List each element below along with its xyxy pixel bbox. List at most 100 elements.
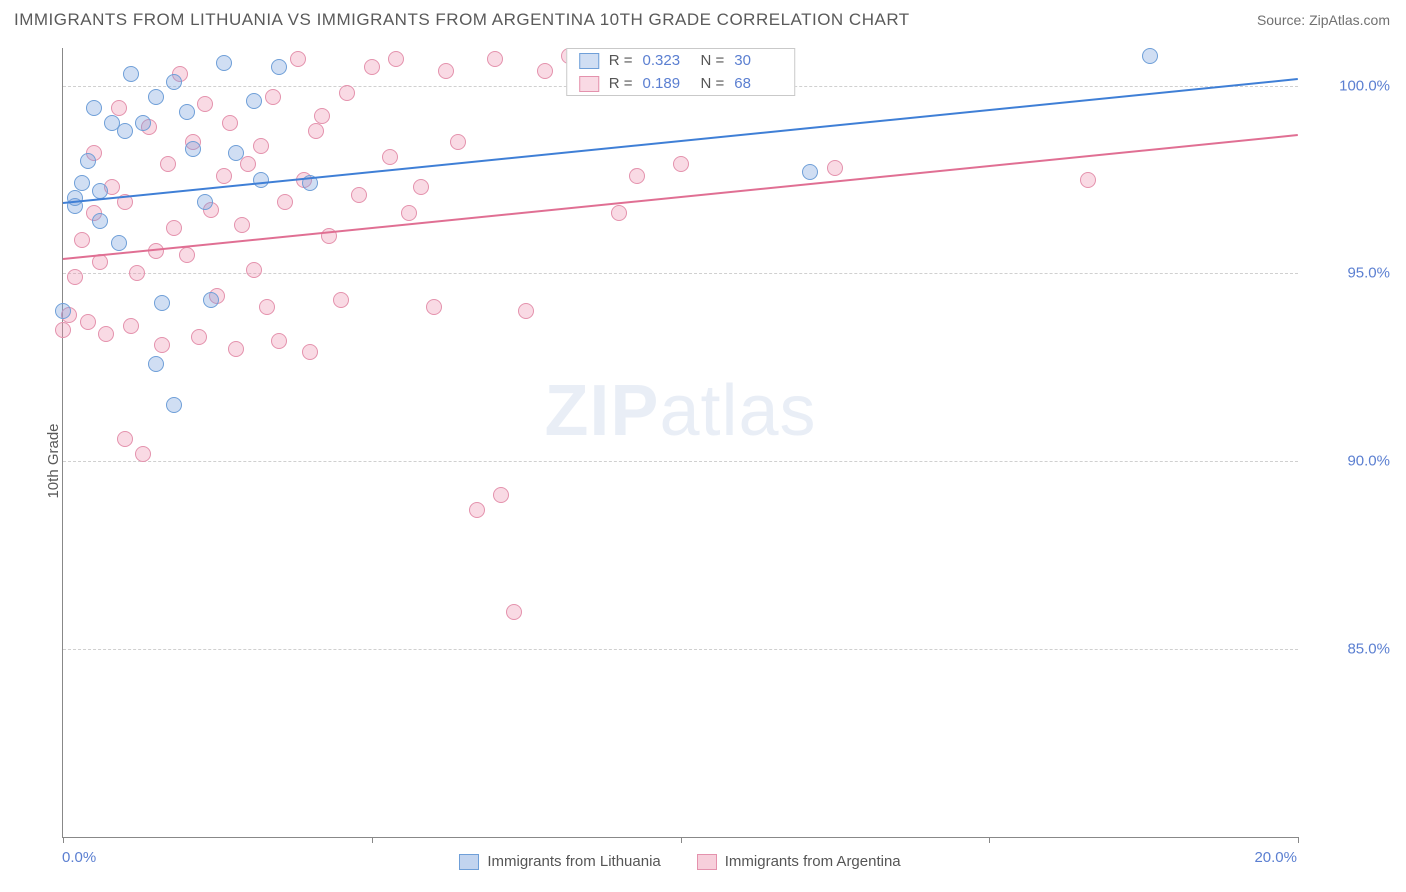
x-tick xyxy=(372,837,373,843)
data-point xyxy=(117,123,133,139)
data-point xyxy=(518,303,534,319)
data-point xyxy=(382,149,398,165)
x-tick xyxy=(63,837,64,843)
data-point xyxy=(154,337,170,353)
legend-swatch xyxy=(697,854,717,870)
data-point xyxy=(290,51,306,67)
data-point xyxy=(388,51,404,67)
data-point xyxy=(80,153,96,169)
data-point xyxy=(271,59,287,75)
data-point xyxy=(179,104,195,120)
data-point xyxy=(413,179,429,195)
x-tick xyxy=(1298,837,1299,843)
legend-series-label: Immigrants from Argentina xyxy=(725,853,901,870)
legend-r-label: R = xyxy=(609,75,633,92)
data-point xyxy=(802,164,818,180)
data-point xyxy=(401,205,417,221)
legend-r-value: 0.323 xyxy=(643,52,691,69)
gridline-h xyxy=(63,649,1298,650)
watermark: ZIPatlas xyxy=(544,370,816,452)
data-point xyxy=(148,356,164,372)
data-point xyxy=(234,217,250,233)
data-point xyxy=(123,66,139,82)
data-point xyxy=(197,96,213,112)
data-point xyxy=(154,295,170,311)
chart-source: Source: ZipAtlas.com xyxy=(1257,12,1390,28)
data-point xyxy=(129,265,145,281)
chart-title: IMMIGRANTS FROM LITHUANIA VS IMMIGRANTS … xyxy=(14,10,910,30)
legend-stats: R = 0.323 N = 30 R = 0.189 N = 68 xyxy=(566,48,796,96)
legend-n-label: N = xyxy=(701,75,725,92)
data-point xyxy=(308,123,324,139)
data-point xyxy=(487,51,503,67)
x-tick-label: 20.0% xyxy=(1254,849,1297,866)
data-point xyxy=(426,299,442,315)
legend-r-value: 0.189 xyxy=(643,75,691,92)
data-point xyxy=(611,205,627,221)
data-point xyxy=(351,187,367,203)
trend-line xyxy=(63,134,1298,260)
data-point xyxy=(1080,172,1096,188)
data-point xyxy=(228,341,244,357)
data-point xyxy=(450,134,466,150)
data-point xyxy=(246,93,262,109)
legend-n-value: 68 xyxy=(734,75,782,92)
data-point xyxy=(827,160,843,176)
data-point xyxy=(92,213,108,229)
legend-series-item: Immigrants from Argentina xyxy=(697,853,901,870)
y-tick-label: 95.0% xyxy=(1347,265,1390,282)
data-point xyxy=(364,59,380,75)
y-tick-label: 85.0% xyxy=(1347,641,1390,658)
data-point xyxy=(216,55,232,71)
data-point xyxy=(1142,48,1158,64)
x-tick-label: 0.0% xyxy=(62,849,96,866)
data-point xyxy=(55,303,71,319)
data-point xyxy=(339,85,355,101)
legend-swatch xyxy=(459,854,479,870)
data-point xyxy=(92,183,108,199)
data-point xyxy=(253,138,269,154)
data-point xyxy=(302,344,318,360)
data-point xyxy=(74,232,90,248)
data-point xyxy=(80,314,96,330)
y-axis-label: 10th Grade xyxy=(45,423,62,498)
data-point xyxy=(438,63,454,79)
data-point xyxy=(469,502,485,518)
x-tick xyxy=(681,837,682,843)
data-point xyxy=(111,100,127,116)
data-point xyxy=(493,487,509,503)
legend-r-label: R = xyxy=(609,52,633,69)
legend-stats-row: R = 0.189 N = 68 xyxy=(567,72,795,95)
data-point xyxy=(111,235,127,251)
data-point xyxy=(197,194,213,210)
legend-series: Immigrants from Lithuania Immigrants from… xyxy=(62,853,1298,870)
data-point xyxy=(191,329,207,345)
data-point xyxy=(148,89,164,105)
legend-series-item: Immigrants from Lithuania xyxy=(459,853,660,870)
data-point xyxy=(629,168,645,184)
data-point xyxy=(216,168,232,184)
x-tick xyxy=(989,837,990,843)
data-point xyxy=(673,156,689,172)
data-point xyxy=(135,446,151,462)
legend-n-value: 30 xyxy=(734,52,782,69)
data-point xyxy=(166,220,182,236)
legend-n-label: N = xyxy=(701,52,725,69)
data-point xyxy=(537,63,553,79)
data-point xyxy=(277,194,293,210)
data-point xyxy=(333,292,349,308)
data-point xyxy=(67,269,83,285)
gridline-h xyxy=(63,461,1298,462)
data-point xyxy=(160,156,176,172)
data-point xyxy=(55,322,71,338)
data-point xyxy=(98,326,114,342)
data-point xyxy=(117,431,133,447)
data-point xyxy=(314,108,330,124)
legend-swatch xyxy=(579,53,599,69)
data-point xyxy=(506,604,522,620)
data-point xyxy=(222,115,238,131)
data-point xyxy=(240,156,256,172)
legend-series-label: Immigrants from Lithuania xyxy=(487,853,660,870)
data-point xyxy=(246,262,262,278)
data-point xyxy=(86,100,102,116)
